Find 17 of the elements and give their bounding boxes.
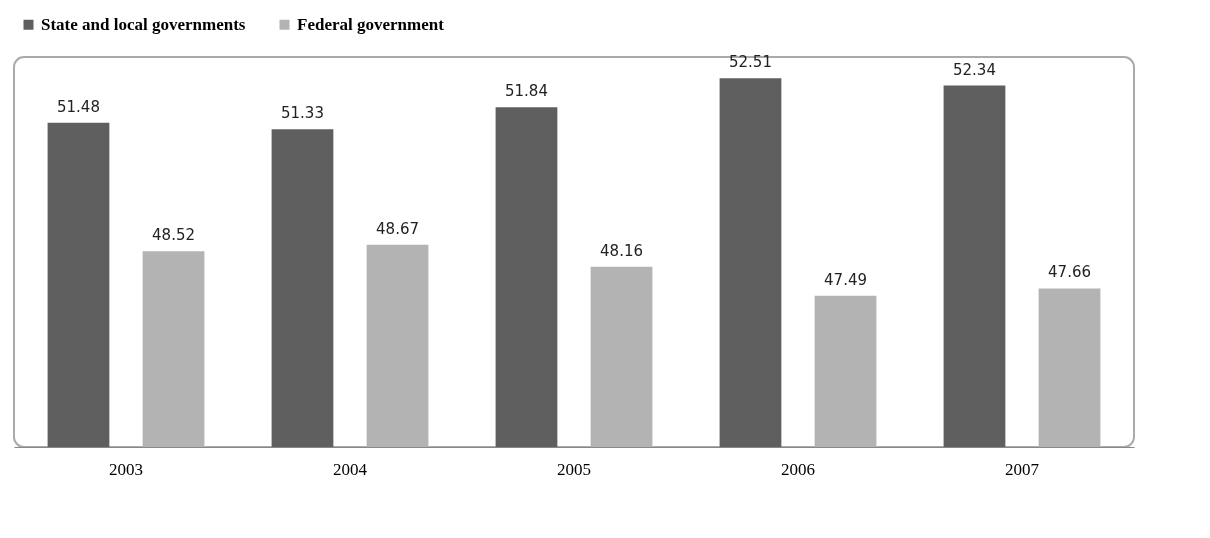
x-tick-label: 2006 — [781, 459, 815, 479]
data-label: 52.51 — [729, 53, 772, 72]
data-label: 51.33 — [281, 104, 324, 123]
data-label: 48.52 — [152, 226, 195, 245]
legend-label: State and local governments — [41, 14, 246, 34]
data-label: 51.84 — [505, 82, 548, 101]
x-tick-label: 2005 — [557, 459, 591, 479]
x-tick-label: 2004 — [333, 459, 368, 479]
data-label: 51.48 — [57, 97, 100, 116]
data-label: 52.34 — [953, 60, 996, 79]
legend-label: Federal government — [297, 14, 445, 34]
data-label: 47.66 — [1048, 263, 1091, 282]
data-label: 48.16 — [600, 241, 643, 260]
data-label: 47.49 — [824, 270, 867, 289]
data-label: 48.67 — [376, 219, 419, 238]
x-tick-label: 2003 — [109, 459, 143, 479]
x-tick-label: 2007 — [1005, 459, 1040, 479]
